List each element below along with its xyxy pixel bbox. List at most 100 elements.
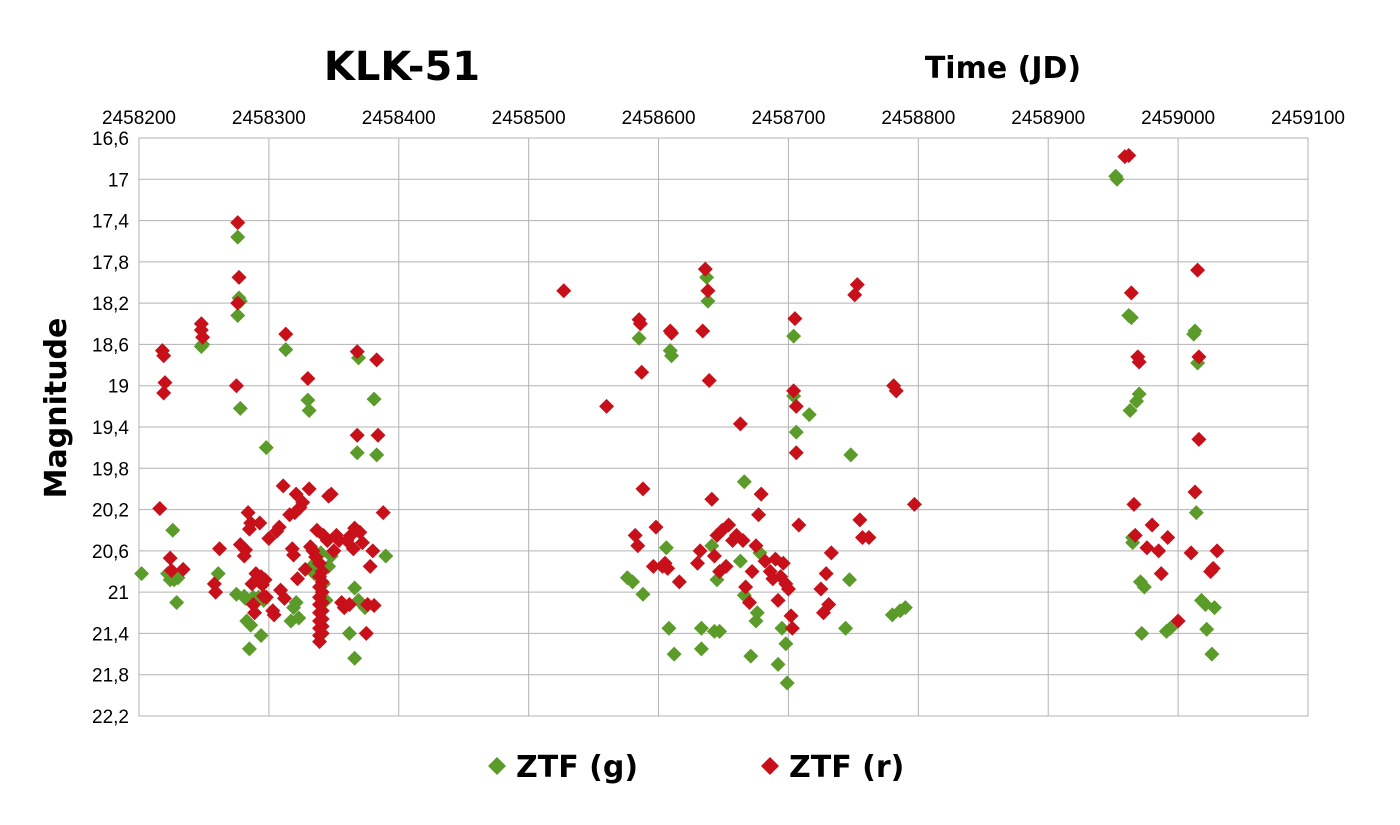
point-ztf-g (169, 594, 185, 610)
point-ztf-g (1206, 600, 1222, 616)
point-ztf-g (347, 580, 363, 596)
point-ztf-r (1205, 560, 1221, 576)
y-axis-title: Magnitude (39, 318, 74, 499)
y-tick-labels: 16,6 17 17,4 17,8 18,2 18,6 19 19,4 19,8 20,2 20,6… (92, 129, 129, 728)
point-ztf-g (736, 474, 752, 490)
point-ztf-r (1191, 349, 1207, 365)
point-ztf-r (375, 505, 391, 521)
point-ztf-r (162, 550, 178, 566)
point-ztf-r (230, 215, 246, 231)
point-ztf-r (152, 501, 168, 517)
point-ztf-g (258, 440, 274, 456)
point-ztf-r (289, 571, 305, 587)
point-ztf-r (700, 283, 716, 299)
point-ztf-g (165, 522, 181, 538)
y-tick-label: 19,8 (92, 459, 129, 480)
point-ztf-r (788, 398, 804, 414)
point-ztf-r (286, 547, 302, 563)
point-ztf-r (783, 608, 799, 624)
y-tick-label: 18,2 (92, 294, 129, 315)
point-ztf-r (275, 478, 291, 494)
point-ztf-g (1123, 310, 1139, 326)
point-ztf-g (843, 447, 859, 463)
point-ztf-r (314, 625, 330, 641)
x-tick-label: 2459100 (1271, 108, 1345, 129)
point-ztf-g (788, 424, 804, 440)
legend-label-ztf-g: ZTF (g) (516, 750, 638, 785)
point-ztf-r (741, 594, 757, 610)
point-ztf-g (1134, 625, 1150, 641)
point-ztf-r (660, 560, 676, 576)
point-ztf-g (230, 229, 246, 245)
y-tick-label: 18,6 (92, 335, 129, 356)
point-ztf-r (706, 548, 722, 564)
point-ztf-r (349, 427, 365, 443)
point-ztf-r (1123, 285, 1139, 301)
point-ztf-r (861, 529, 877, 545)
point-ztf-g (658, 540, 674, 556)
point-ztf-r (163, 562, 179, 578)
point-ztf-r (314, 584, 330, 600)
point-ztf-g (230, 308, 246, 324)
point-ztf-r (690, 555, 706, 571)
legend: ZTF (g) ZTF (r) (488, 750, 904, 785)
point-ztf-g (1188, 505, 1204, 521)
point-ztf-g (288, 594, 304, 610)
point-ztf-r (314, 564, 330, 579)
y-tick-label: 20,6 (92, 542, 129, 563)
point-ztf-r (634, 364, 650, 380)
point-ztf-r (791, 517, 807, 533)
point-ztf-r (1190, 262, 1206, 278)
point-ztf-r (345, 541, 361, 557)
point-ztf-r (314, 574, 330, 590)
point-ztf-r (818, 566, 834, 582)
point-ztf-r (1183, 545, 1199, 561)
point-ztf-g (253, 627, 269, 643)
x-axis-title: Time (JD) (925, 51, 1081, 86)
point-ztf-r (757, 553, 773, 569)
point-ztf-r (365, 543, 381, 559)
point-ztf-g (666, 646, 682, 662)
point-ztf-r (156, 385, 172, 401)
x-tick-label: 2458800 (881, 108, 955, 129)
point-ztf-r (1144, 517, 1160, 533)
point-ztf-r (212, 541, 228, 557)
point-ztf-g (1122, 402, 1138, 418)
point-ztf-r (243, 515, 259, 531)
legend-marker-ztf-r (761, 757, 779, 775)
chart-title: KLK-51 (324, 44, 480, 90)
point-ztf-r (664, 325, 680, 341)
point-ztf-r (635, 481, 651, 497)
point-ztf-r (701, 373, 717, 389)
point-ztf-g (278, 342, 294, 358)
point-ztf-r (721, 517, 737, 533)
point-ztf-r (297, 561, 313, 577)
point-ztf-r (753, 486, 769, 502)
point-ztf-r (240, 505, 256, 521)
point-ztf-r (775, 555, 791, 571)
point-ztf-g (743, 648, 759, 664)
point-ztf-r (276, 590, 292, 606)
point-ztf-r (257, 572, 273, 588)
point-ztf-g (732, 553, 748, 569)
point-ztf-r (252, 515, 268, 531)
y-tick-label: 21,8 (92, 666, 129, 687)
x-tick-label: 2458900 (1011, 108, 1085, 129)
y-tick-label: 17 (108, 170, 129, 191)
point-ztf-r (1153, 566, 1169, 582)
point-ztf-r (370, 427, 386, 443)
point-ztf-g (664, 348, 680, 364)
y-tick-label: 22,2 (92, 707, 129, 728)
y-tick-label: 19 (108, 377, 129, 398)
point-ztf-r (780, 581, 796, 597)
point-ztf-r (784, 620, 800, 636)
point-ztf-r (1209, 543, 1225, 559)
point-ztf-g (700, 293, 716, 309)
point-ztf-r (751, 507, 767, 523)
point-ztf-r (1139, 540, 1155, 556)
point-ztf-r (258, 589, 274, 605)
y-tick-label: 16,6 (92, 129, 129, 150)
point-ztf-r (231, 269, 247, 285)
point-ztf-g (838, 620, 854, 636)
